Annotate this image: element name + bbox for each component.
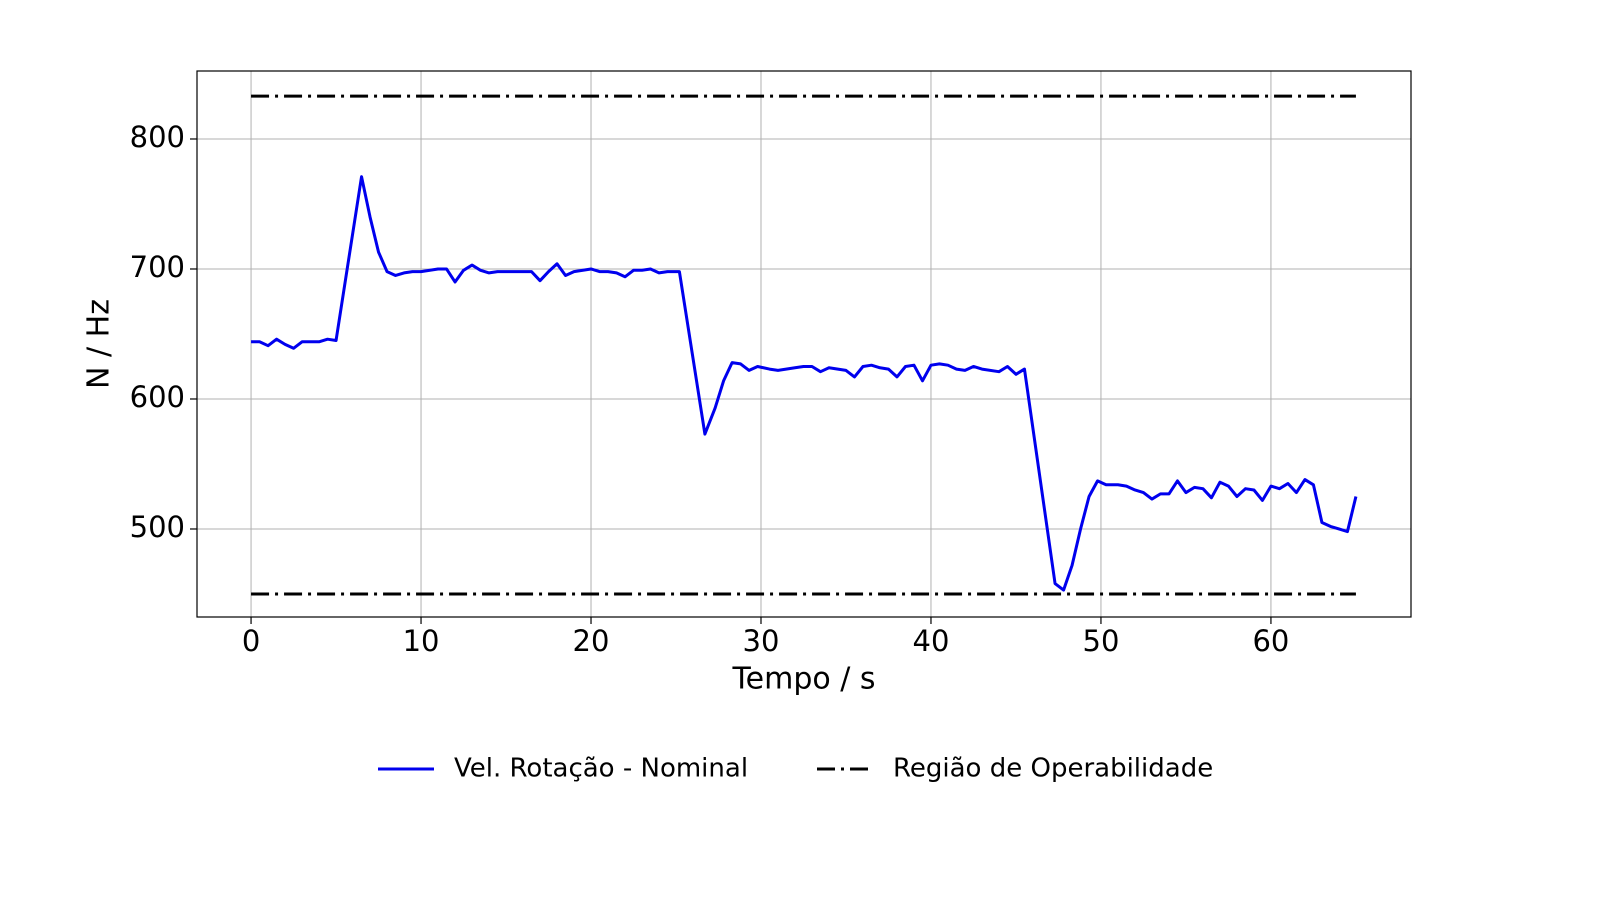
x-tick-label: 0 [242,624,260,658]
y-axis-label: N / Hz [82,299,117,389]
plot-frame [196,70,1412,618]
x-axis-label: Tempo / s [731,662,875,697]
series-line [251,94,1356,596]
y-tick-label: 600 [130,380,185,414]
series-line [251,175,1358,592]
legend-label: Região de Operabilidade [893,754,1213,784]
x-tick-label: 40 [913,624,950,658]
y-tick-label: 800 [130,120,185,154]
y-tick-label: 700 [130,250,185,284]
y-tick-label: 500 [130,510,185,544]
x-tick-label: 50 [1083,624,1120,658]
x-tick-label: 10 [403,624,440,658]
x-tick-label: 20 [573,624,610,658]
x-tick-label: 60 [1252,624,1289,658]
legend-label: Vel. Rotação - Nominal [454,754,748,784]
x-tick-label: 30 [743,624,780,658]
